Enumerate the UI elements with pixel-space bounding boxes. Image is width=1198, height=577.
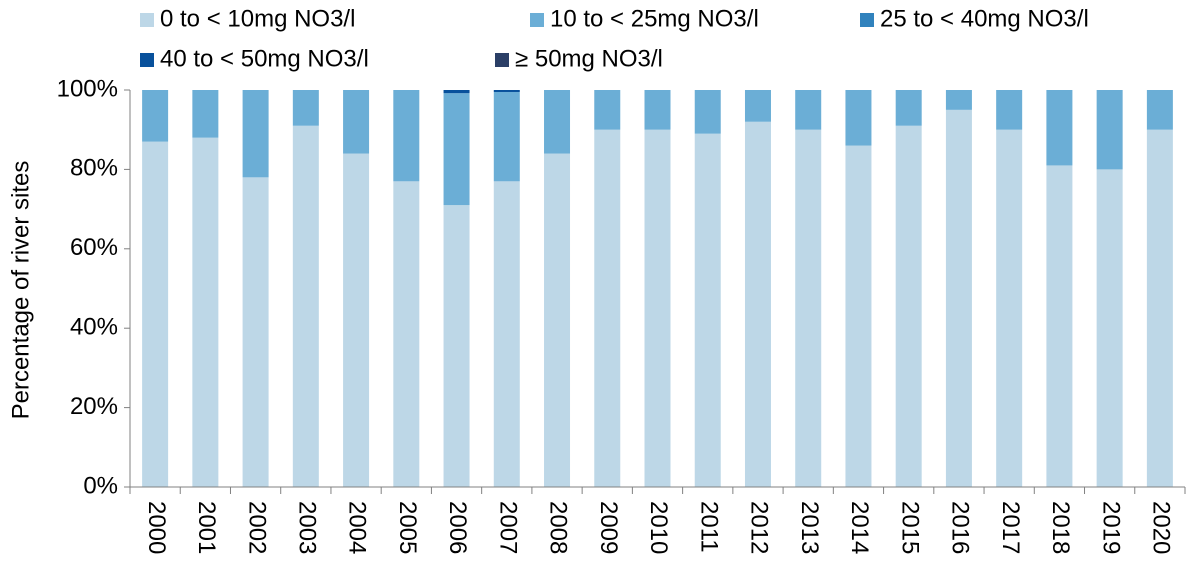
y-tick-label: 40%: [70, 314, 118, 341]
x-tick-label: 2008: [545, 501, 572, 554]
bar-segment: [694, 133, 721, 488]
x-tick-label: 2015: [896, 501, 923, 554]
legend-swatch: [860, 13, 874, 27]
bar-segment: [594, 90, 621, 130]
bar-segment: [996, 129, 1023, 487]
bar-segment: [945, 90, 972, 110]
y-axis-title: Percentage of river sites: [7, 161, 34, 420]
x-tick-label: 2012: [746, 501, 773, 554]
bar-segment: [744, 121, 771, 487]
x-tick-label: 2020: [1148, 501, 1175, 554]
x-tick-label: 2016: [947, 501, 974, 554]
bar-segment: [242, 90, 269, 178]
bar-segment: [795, 129, 822, 487]
bar-segment: [343, 90, 370, 154]
bar-segment: [142, 141, 169, 488]
bar-segment: [1096, 169, 1123, 487]
bar-segment: [744, 90, 771, 122]
x-tick-label: 2018: [1047, 501, 1074, 554]
x-tick-label: 2019: [1097, 501, 1124, 554]
bar-segment: [192, 137, 219, 487]
bar-segment: [1146, 129, 1173, 487]
bar-segment: [142, 90, 169, 142]
x-tick-label: 2007: [494, 501, 521, 554]
bar-segment: [493, 91, 520, 182]
bar-segment: [845, 145, 872, 487]
y-tick-label: 20%: [70, 393, 118, 420]
bar-segment: [795, 90, 822, 130]
bar-segment: [493, 181, 520, 487]
y-tick-label: 60%: [70, 234, 118, 261]
legend-swatch: [140, 53, 154, 67]
bar-segment: [393, 90, 420, 182]
x-tick-label: 2013: [796, 501, 823, 554]
x-tick-label: 2014: [846, 501, 873, 554]
bar-segment: [945, 109, 972, 487]
x-tick-label: 2004: [344, 501, 371, 554]
bar-segment: [895, 90, 922, 126]
x-tick-label: 2009: [595, 501, 622, 554]
x-tick-label: 2005: [394, 501, 421, 554]
bar-segment: [1096, 90, 1123, 170]
legend-label: 10 to < 25mg NO3/l: [550, 5, 759, 32]
x-tick-label: 2006: [444, 501, 471, 554]
bar-segment: [292, 125, 319, 487]
bar-segment: [544, 90, 571, 154]
y-tick-label: 100%: [57, 75, 118, 102]
bar-segment: [1046, 165, 1073, 487]
bar-segment: [1146, 90, 1173, 130]
legend-swatch: [530, 13, 544, 27]
bar-segment: [644, 90, 671, 130]
bar-segment: [393, 181, 420, 487]
bar-segment: [192, 90, 219, 138]
legend-swatch: [495, 53, 509, 67]
legend-label: 40 to < 50mg NO3/l: [160, 45, 369, 72]
bar-segment: [594, 129, 621, 487]
bar-segment: [644, 129, 671, 487]
x-tick-label: 2001: [193, 501, 220, 554]
bar-segment: [1046, 90, 1073, 166]
y-tick-label: 0%: [83, 472, 118, 499]
bar-segment: [694, 90, 721, 134]
legend-label: 0 to < 10mg NO3/l: [160, 5, 355, 32]
x-tick-label: 2011: [695, 501, 722, 553]
x-tick-label: 2003: [293, 501, 320, 554]
bar-segment: [443, 205, 470, 487]
bar-segment: [544, 153, 571, 487]
bar-segment: [845, 90, 872, 146]
x-tick-label: 2000: [143, 501, 170, 554]
bar-segment: [443, 93, 470, 206]
bar-segment: [996, 90, 1023, 130]
bar-segment: [343, 153, 370, 487]
legend-swatch: [140, 13, 154, 27]
x-tick-label: 2002: [243, 501, 270, 554]
bar-segment: [895, 125, 922, 487]
bar-segment: [292, 90, 319, 126]
bar-segment: [493, 90, 520, 92]
y-tick-label: 80%: [70, 155, 118, 182]
legend-label: ≥ 50mg NO3/l: [515, 45, 663, 72]
bar-segment: [242, 177, 269, 487]
legend-label: 25 to < 40mg NO3/l: [880, 5, 1089, 32]
x-tick-label: 2010: [645, 501, 672, 554]
x-tick-label: 2017: [997, 501, 1024, 554]
bar-segment: [443, 90, 470, 94]
